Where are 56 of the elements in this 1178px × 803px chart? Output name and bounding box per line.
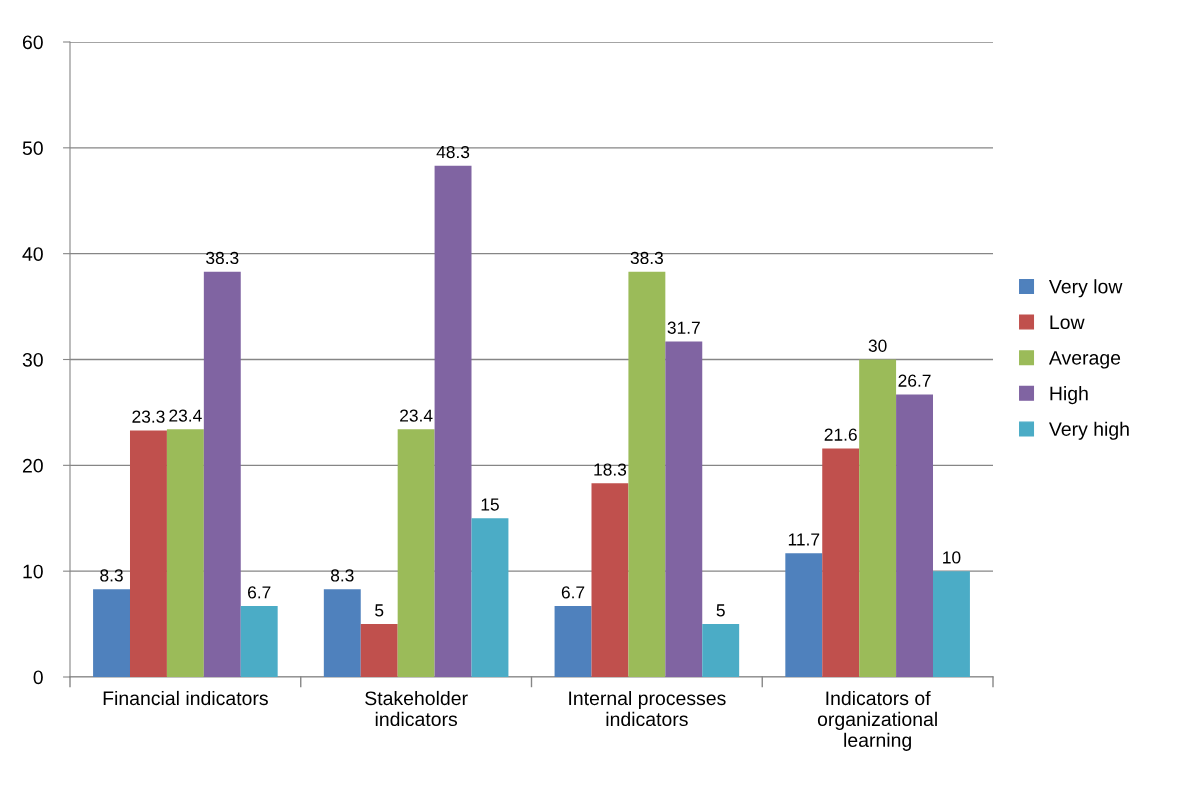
data-label: 5 [716,604,725,617]
data-label: 5 [375,604,384,617]
data-label: 26.7 [898,374,931,387]
data-label: 48.3 [436,145,470,159]
bar [896,394,934,677]
bar [859,359,897,677]
legend-label: Very low [1048,279,1123,298]
y-tick-label: 10 [23,564,43,579]
y-tick-label: 0 [33,670,43,685]
bar [323,589,361,677]
bar [933,571,970,677]
data-label: 38.3 [206,251,239,265]
legend-label: Very high [1048,421,1129,440]
data-label: 6.7 [561,586,585,599]
bar [822,448,860,677]
bar [397,429,435,677]
bar [785,553,823,677]
bar [471,518,509,677]
x-tick-label: Indicators of organizational learning [817,690,937,751]
data-label: 38.3 [630,251,664,265]
bar [591,483,629,677]
data-label: 6.7 [248,586,271,599]
data-label: 18.3 [594,463,627,476]
x-tick-label: Financial indicators [103,690,268,706]
x-tick-label: Stakeholder indicators [365,690,468,727]
y-tick-label: 50 [22,141,43,156]
data-label: 31.7 [667,321,700,334]
data-label: 30 [868,339,887,352]
data-label: 10 [943,551,961,564]
bar [203,271,241,677]
legend-label: Average [1048,351,1121,369]
legend-label: High [1050,386,1088,405]
bar [166,429,204,677]
y-tick-label: 60 [22,35,43,50]
bar [628,271,666,677]
bar [130,430,167,677]
data-label: 15 [481,498,499,511]
bar [554,606,592,677]
y-tick-label: 40 [22,247,43,261]
y-tick-label: 20 [22,458,43,473]
bar [702,624,740,677]
data-label: 8.3 [330,569,354,582]
data-label: 21.6 [824,428,857,441]
bar [434,165,472,677]
legend-label: Low [1050,315,1085,330]
data-label: 23.3 [132,410,165,423]
data-label: 23.4 [400,409,433,422]
bar [665,341,703,677]
data-label: 11.7 [788,533,820,546]
y-tick-label: 30 [22,352,43,367]
x-tick-label: Internal processes indicators [569,690,726,727]
data-label: 23.4 [169,409,202,422]
bar [240,606,278,677]
data-label: 8.3 [100,569,123,582]
bar [93,589,130,677]
bar [360,624,398,677]
